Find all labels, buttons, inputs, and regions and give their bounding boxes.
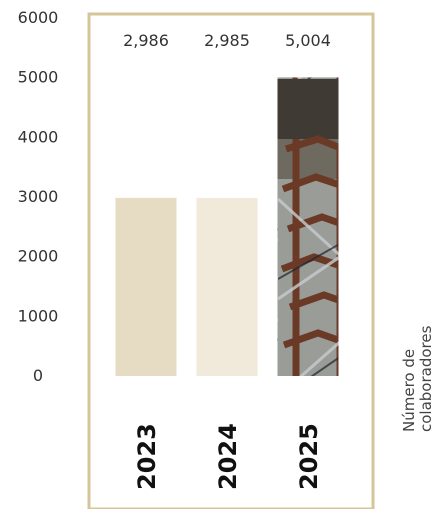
bar-2024 — [196, 197, 258, 376]
bar-2023 — [115, 197, 177, 376]
bars — [115, 77, 339, 376]
x-category-2025: 2025 — [295, 423, 323, 490]
y-tick-label: 6000 — [18, 8, 59, 27]
y-tick-label: 2000 — [18, 247, 59, 266]
x-category-2023: 2023 — [133, 423, 161, 490]
x-category-2024: 2024 — [214, 423, 242, 490]
y-axis-label-line-2: colaboradores — [417, 325, 435, 432]
y-axis-label: Número de colaboradores — [400, 325, 435, 432]
data-label-2025: 5,004 — [285, 31, 331, 50]
bar-2025 — [277, 77, 339, 376]
x-axis-categories: 2023 2024 2025 — [133, 423, 323, 490]
y-tick-label: 0 — [33, 366, 43, 385]
data-label-2024: 2,985 — [204, 31, 250, 50]
y-tick-label: 4000 — [18, 127, 59, 146]
y-axis-label-line-1: Número de — [400, 349, 418, 432]
y-tick-label: 3000 — [18, 187, 59, 206]
y-axis-ticks: 6000 5000 4000 3000 2000 1000 0 — [18, 8, 59, 385]
data-label-2023: 2,986 — [123, 31, 169, 50]
data-labels: 2,986 2,985 5,004 — [123, 31, 331, 50]
y-tick-label: 5000 — [18, 68, 59, 87]
y-tick-label: 1000 — [18, 306, 59, 325]
plot-frame — [87, 12, 375, 509]
